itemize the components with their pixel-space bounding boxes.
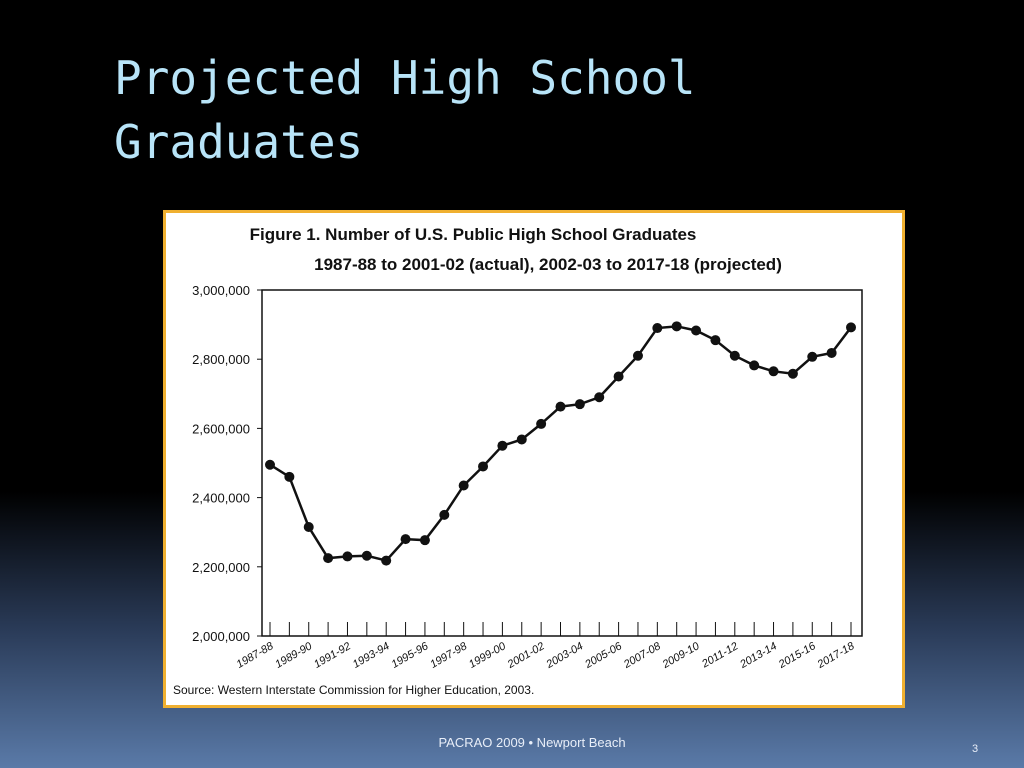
source-note: Source: Western Interstate Commission fo… bbox=[173, 683, 534, 697]
data-point bbox=[516, 434, 527, 445]
data-point bbox=[381, 555, 392, 566]
y-tick-label: 2,200,000 bbox=[192, 560, 250, 575]
data-point bbox=[419, 535, 430, 546]
data-point bbox=[691, 325, 702, 336]
chart-frame bbox=[163, 210, 905, 708]
data-point bbox=[807, 351, 818, 362]
data-point bbox=[846, 322, 856, 333]
data-point bbox=[400, 534, 411, 545]
chart-subtitle: 1987-88 to 2001-02 (actual), 2002-03 to … bbox=[314, 255, 782, 274]
data-point bbox=[671, 321, 682, 332]
data-point bbox=[478, 461, 489, 472]
title-line: Projected High School bbox=[114, 51, 696, 105]
data-point bbox=[458, 480, 469, 491]
plot-area bbox=[261, 289, 863, 637]
y-tick-label: 3,000,000 bbox=[192, 283, 250, 298]
data-point bbox=[729, 350, 740, 361]
data-point bbox=[574, 399, 585, 410]
data-point bbox=[284, 471, 295, 482]
data-point bbox=[439, 509, 450, 520]
data-point bbox=[555, 401, 566, 412]
y-tick-label: 2,000,000 bbox=[192, 629, 250, 644]
data-point bbox=[594, 392, 605, 403]
data-point bbox=[342, 551, 353, 562]
data-point bbox=[323, 553, 334, 564]
data-point bbox=[613, 371, 624, 382]
footer: PACRAO 2009 • Newport Beach bbox=[438, 735, 626, 750]
data-point bbox=[497, 440, 508, 451]
data-point bbox=[710, 335, 721, 346]
data-point bbox=[361, 550, 372, 561]
y-tick-label: 2,600,000 bbox=[192, 421, 250, 436]
y-tick-label: 2,400,000 bbox=[192, 491, 250, 506]
chart: Figure 1. Number of U.S. Public High Sch… bbox=[163, 210, 905, 708]
data-point bbox=[632, 350, 643, 361]
data-point bbox=[768, 366, 779, 377]
data-point bbox=[749, 360, 760, 371]
y-tick-label: 2,800,000 bbox=[192, 352, 250, 367]
page-number: 3 bbox=[972, 743, 979, 755]
title-line: Graduates bbox=[114, 115, 364, 169]
data-point bbox=[652, 323, 663, 334]
data-point bbox=[787, 368, 798, 379]
data-point bbox=[265, 459, 275, 470]
data-point bbox=[826, 347, 837, 358]
slide-title: Projected High School Graduates bbox=[114, 46, 696, 174]
chart-title: Figure 1. Number of U.S. Public High Sch… bbox=[250, 225, 697, 244]
data-point bbox=[536, 418, 547, 429]
data-point bbox=[303, 522, 314, 533]
